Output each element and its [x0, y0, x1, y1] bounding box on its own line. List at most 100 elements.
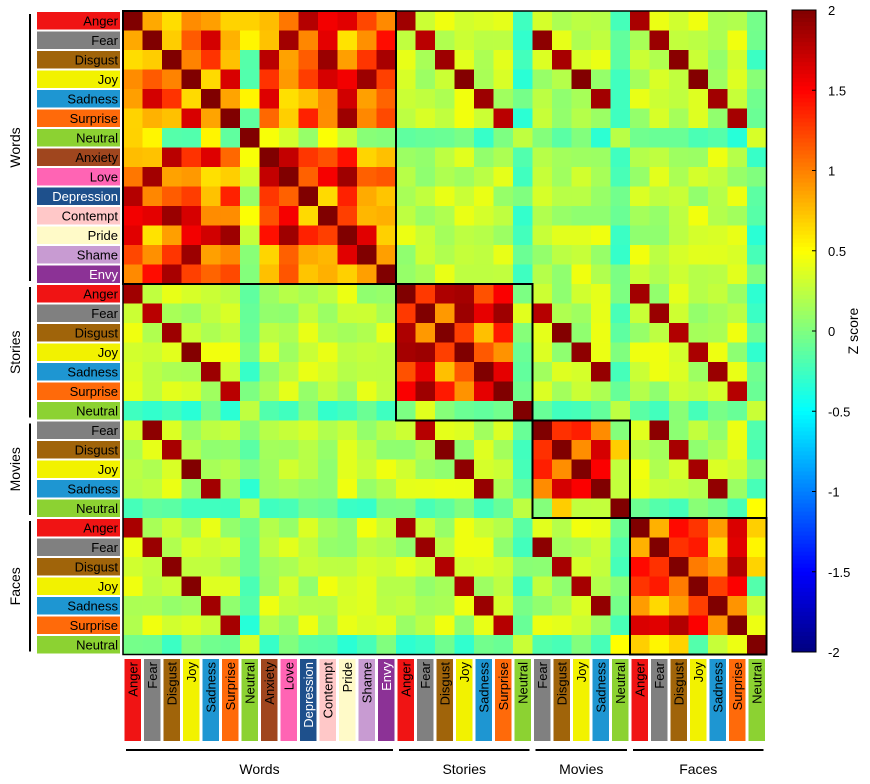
heatmap-cell	[337, 245, 358, 265]
heatmap-cell	[630, 440, 650, 460]
heatmap-cell	[513, 459, 533, 480]
heatmap-cell	[493, 186, 514, 207]
heatmap-cell	[688, 440, 709, 460]
heatmap-cell	[649, 303, 670, 324]
heatmap-cell	[201, 420, 221, 441]
heatmap-cell	[571, 30, 592, 51]
heatmap-cell	[181, 89, 202, 109]
heatmap-cell	[649, 186, 670, 207]
colorbar-step	[792, 475, 816, 480]
heatmap-cell	[688, 342, 709, 363]
colorbar-step	[792, 226, 816, 232]
heatmap-cell	[396, 596, 416, 616]
heatmap-cell	[630, 30, 650, 51]
heatmap-cell	[376, 440, 397, 460]
heatmap-cell	[571, 108, 592, 129]
heatmap-cell	[532, 206, 553, 226]
heatmap-cell	[552, 401, 572, 421]
heatmap-cell	[201, 284, 221, 304]
heatmap-cell	[571, 557, 592, 577]
heatmap-cell	[727, 362, 748, 382]
heatmap-cell	[688, 537, 709, 558]
col-label: Surprise	[730, 662, 745, 710]
heatmap-cell	[318, 596, 338, 616]
heatmap-cell	[162, 596, 182, 616]
heatmap-cell	[571, 342, 592, 363]
heatmap-cell	[415, 479, 436, 499]
row-label-box	[37, 31, 120, 49]
heatmap-cell	[747, 615, 767, 636]
heatmap-cell	[259, 147, 280, 168]
colorbar-step	[792, 619, 816, 625]
heatmap-cell	[454, 128, 475, 148]
heatmap-cell	[591, 303, 611, 324]
col-label-box	[729, 659, 746, 741]
col-label: Joy	[457, 662, 472, 683]
heatmap-cell	[727, 147, 748, 168]
heatmap-cell	[532, 303, 553, 324]
heatmap-cell	[337, 186, 358, 207]
heatmap-cell	[688, 264, 709, 285]
heatmap-cell	[337, 147, 358, 168]
heatmap-cell	[747, 264, 767, 285]
heatmap-cell	[279, 362, 299, 382]
heatmap-cell	[688, 30, 709, 51]
heatmap-cell	[552, 440, 572, 460]
col-label: Shame	[359, 662, 374, 703]
heatmap-cell	[220, 576, 241, 597]
heatmap-cell	[532, 401, 553, 421]
heatmap-cell	[552, 323, 572, 343]
heatmap-cell	[591, 537, 611, 558]
heatmap-cell	[747, 186, 767, 207]
heatmap-cell	[688, 362, 709, 382]
heatmap-cell	[318, 50, 338, 70]
heatmap-cell	[298, 303, 319, 324]
heatmap-cell	[552, 11, 572, 31]
heatmap-cell	[532, 128, 553, 148]
heatmap-cell	[123, 89, 143, 109]
heatmap-cell	[435, 440, 455, 460]
col-group-label: Faces	[679, 761, 717, 777]
heatmap-cell	[493, 342, 514, 363]
heatmap-cell	[435, 362, 455, 382]
heatmap-cell	[727, 264, 748, 285]
heatmap-cell	[669, 69, 689, 90]
colorbar-step	[792, 387, 816, 392]
heatmap-cell	[571, 518, 592, 538]
col-label-box	[261, 659, 278, 741]
heatmap-cell	[181, 167, 202, 187]
heatmap-cell	[396, 381, 416, 402]
colorbar-step	[792, 427, 816, 432]
heatmap-cell	[669, 420, 689, 441]
colorbar-step	[792, 491, 816, 497]
heatmap-cell	[162, 498, 182, 519]
col-label-box	[378, 659, 395, 741]
heatmap-cell	[474, 420, 494, 441]
heatmap-cell	[688, 615, 709, 636]
row-label-box	[37, 265, 120, 283]
heatmap-cell	[181, 342, 202, 363]
heatmap-cell	[474, 147, 494, 168]
heatmap-cell	[201, 206, 221, 226]
heatmap-cell	[552, 186, 572, 207]
heatmap-cell	[376, 615, 397, 636]
heatmap-cell	[259, 557, 280, 577]
colorbar-step	[792, 351, 816, 356]
heatmap-cell	[298, 342, 319, 363]
heatmap-cell	[220, 381, 241, 402]
heatmap-cell	[415, 245, 436, 265]
heatmap-cell	[298, 89, 319, 109]
col-group-label: Words	[239, 761, 279, 777]
heatmap-cell	[552, 264, 572, 285]
colorbar-step	[792, 335, 816, 340]
heatmap-cell	[298, 225, 319, 246]
heatmap-cell	[201, 264, 221, 285]
heatmap-cell	[708, 89, 728, 109]
colorbar-step	[792, 194, 816, 200]
heatmap-cell	[415, 440, 436, 460]
heatmap-cell	[279, 479, 299, 499]
heatmap-cell	[396, 50, 416, 70]
colorbar-step	[792, 118, 816, 123]
heatmap-cell	[240, 245, 260, 265]
